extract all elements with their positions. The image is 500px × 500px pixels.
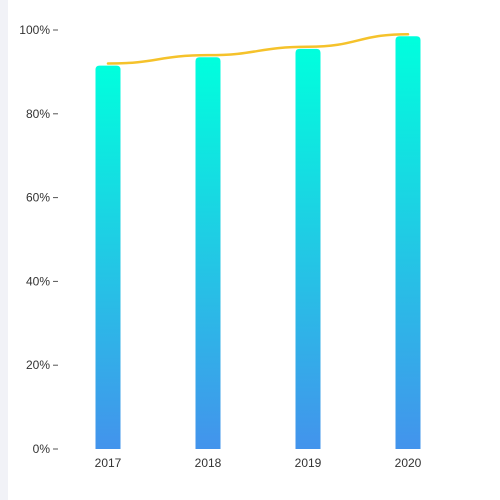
x-tick-label: 2019 (295, 456, 322, 470)
y-tick-label: 80% (26, 107, 50, 121)
x-tick-label: 2018 (195, 456, 222, 470)
bar-series (95, 36, 421, 450)
x-tick-label: 2017 (95, 456, 122, 470)
trend-line[interactable] (106, 32, 410, 65)
left-rail (0, 0, 8, 500)
x-tick-label: 2020 (395, 456, 422, 470)
y-tick-label: 20% (26, 358, 50, 372)
bar-2018[interactable] (195, 57, 221, 450)
bar-2019[interactable] (295, 48, 321, 449)
y-tick-label: 60% (26, 191, 50, 205)
y-axis: 0% 20% 40% 60% 80% 100% (19, 23, 58, 456)
y-tick-label: 100% (19, 23, 50, 37)
bar-2017[interactable] (95, 65, 121, 450)
x-axis: 2017 2018 2019 2020 (95, 456, 422, 470)
y-tick-label: 40% (26, 274, 50, 288)
bar-2020[interactable] (395, 36, 421, 449)
y-tick-label: 0% (33, 442, 51, 456)
line-series (106, 32, 410, 65)
